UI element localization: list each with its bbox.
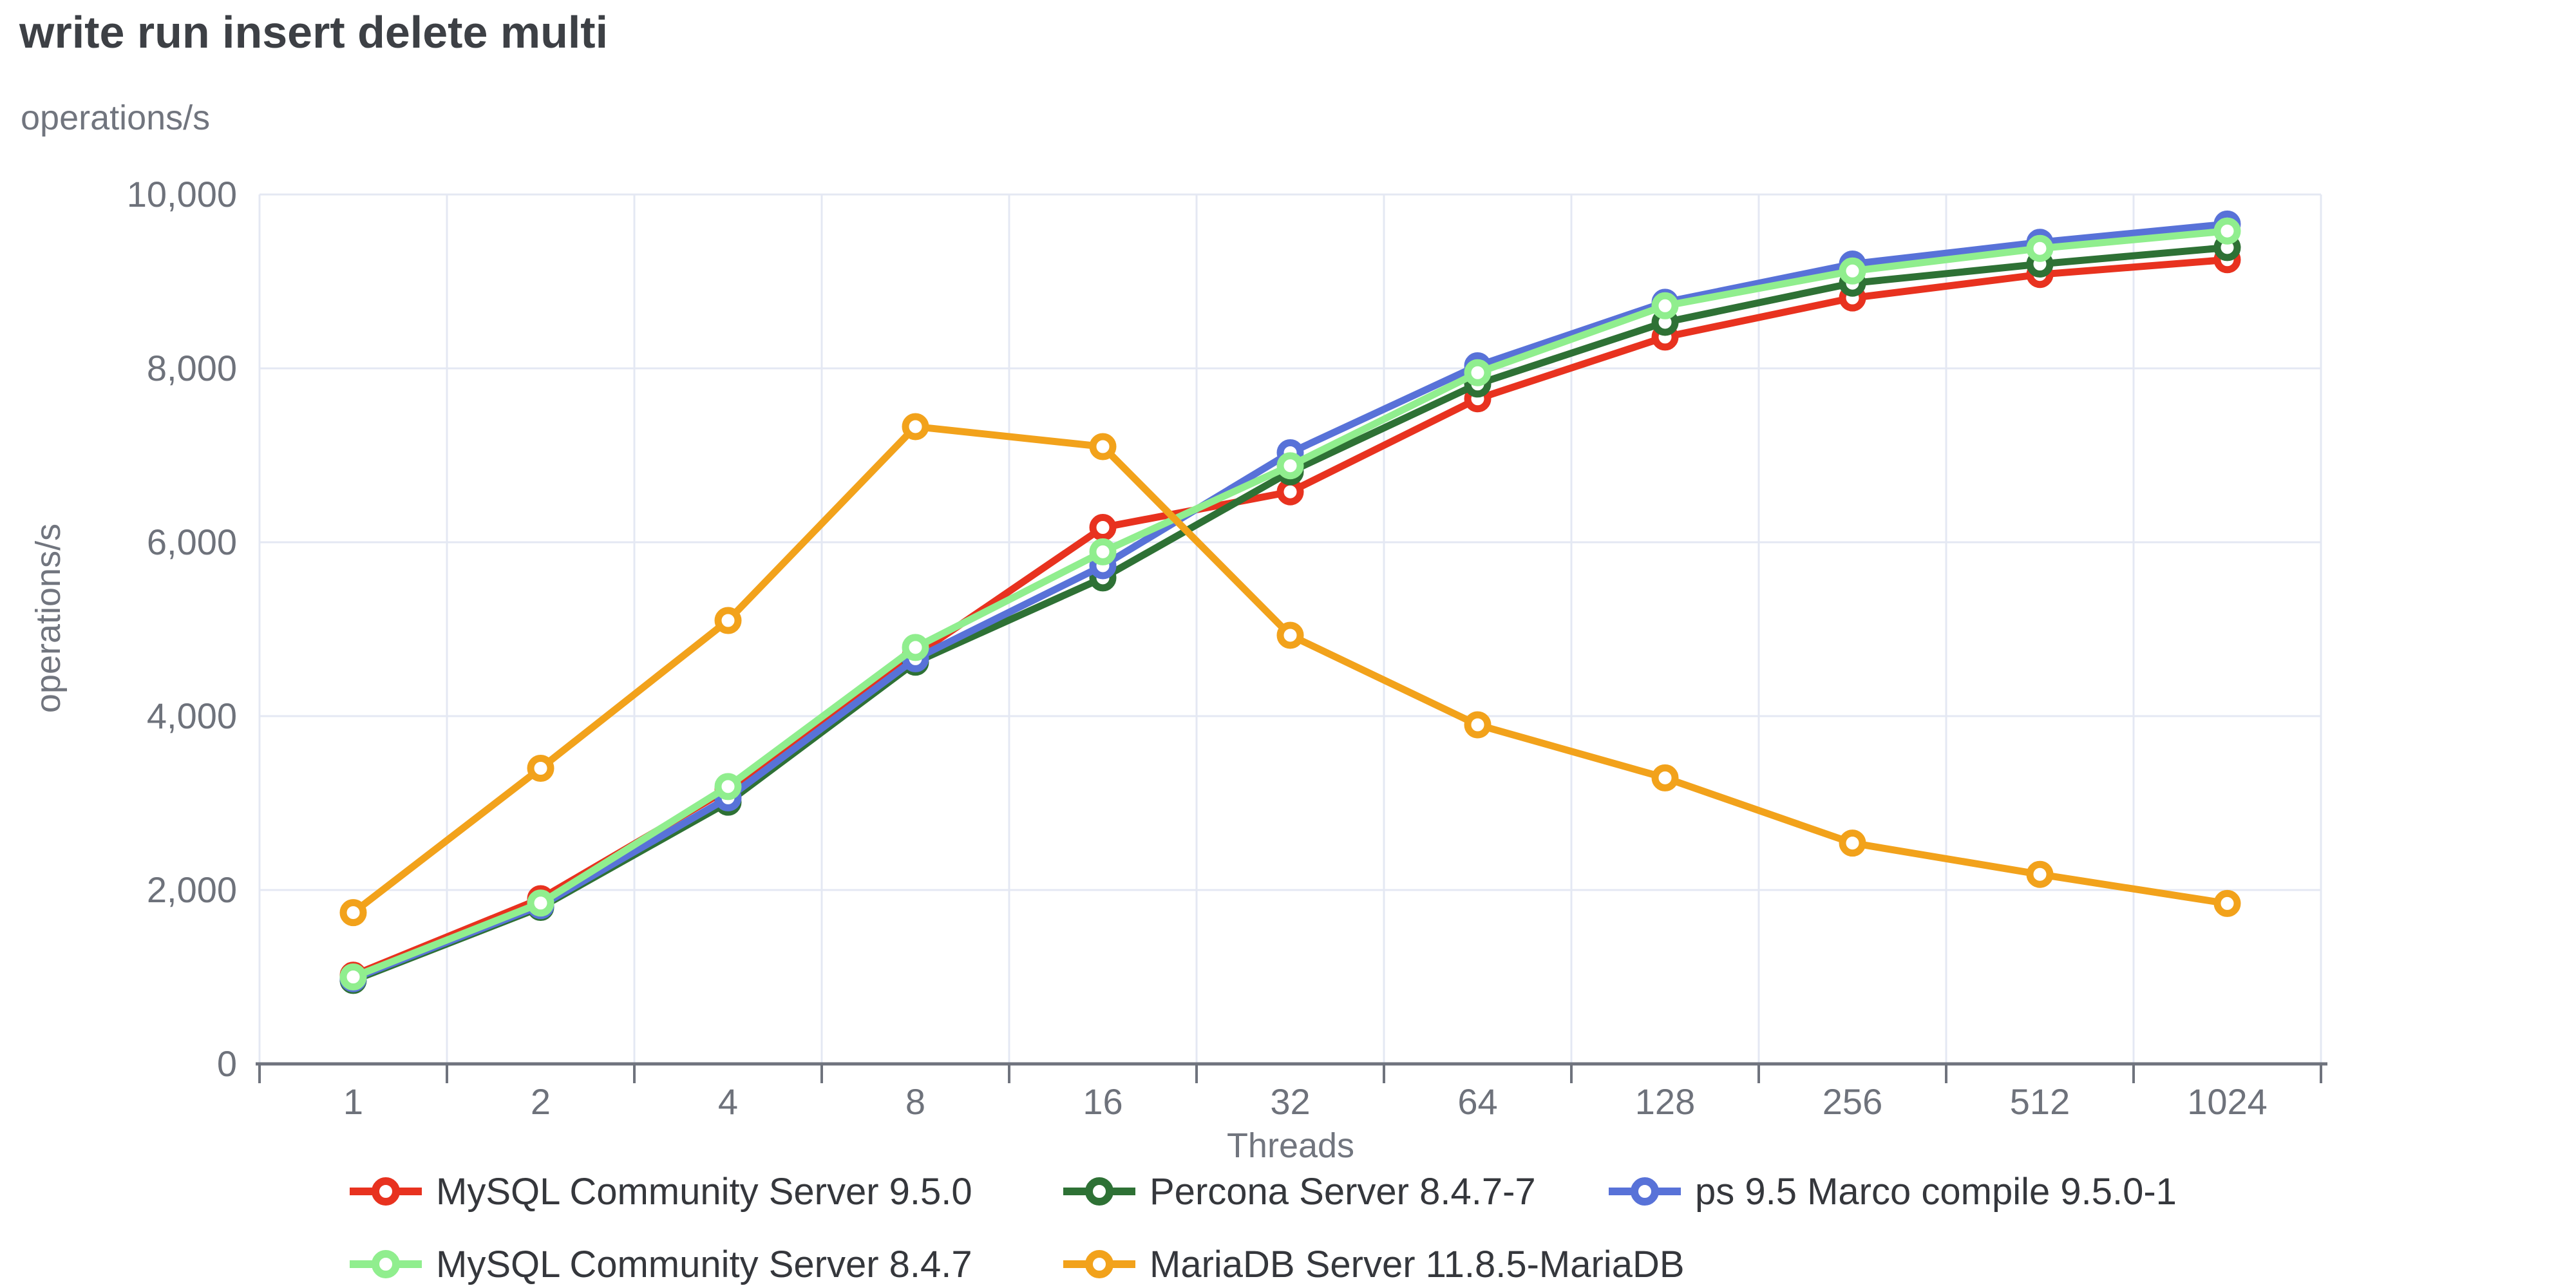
data-point-mariadb-server-11-8-5-mariadb-x4[interactable] xyxy=(714,607,742,634)
y-tick-label: 8,000 xyxy=(147,348,237,388)
data-point-mysql-community-server-8-4-7-x128[interactable] xyxy=(1651,292,1679,319)
data-point-mariadb-server-11-8-5-mariadb-x128[interactable] xyxy=(1651,764,1679,791)
legend-label: Percona Server 8.4.7-7 xyxy=(1150,1170,1536,1213)
data-point-mysql-community-server-8-4-7-x64[interactable] xyxy=(1464,359,1492,386)
y-tick-label: 2,000 xyxy=(147,869,237,910)
x-tick-label: 2 xyxy=(531,1081,551,1122)
data-point-mariadb-server-11-8-5-mariadb-x1024[interactable] xyxy=(2213,889,2241,917)
data-point-mariadb-server-11-8-5-mariadb-x8[interactable] xyxy=(902,413,929,440)
legend-marker-icon xyxy=(350,1177,422,1206)
x-tick-label: 4 xyxy=(718,1081,738,1122)
data-point-mysql-community-server-8-4-7-x8[interactable] xyxy=(902,634,929,661)
legend-label: MySQL Community Server 8.4.7 xyxy=(436,1243,972,1285)
legend-marker-icon xyxy=(350,1250,422,1278)
x-tick-label: 64 xyxy=(1457,1081,1497,1122)
data-point-mysql-community-server-8-4-7-x1[interactable] xyxy=(339,963,367,990)
legend-item-mysql-community-server-9-5-0[interactable]: MySQL Community Server 9.5.0 xyxy=(350,1167,972,1216)
data-point-mysql-community-server-8-4-7-x512[interactable] xyxy=(2026,234,2054,262)
data-point-mysql-community-server-8-4-7-x32[interactable] xyxy=(1276,452,1304,480)
chart-title: write run insert delete multi xyxy=(19,7,609,57)
data-point-mariadb-server-11-8-5-mariadb-x2[interactable] xyxy=(527,755,554,782)
x-tick-label: 256 xyxy=(1823,1081,1882,1122)
legend-label: MySQL Community Server 9.5.0 xyxy=(436,1170,972,1213)
y-axis-unit-label: operations/s xyxy=(21,99,211,137)
data-point-mariadb-server-11-8-5-mariadb-x32[interactable] xyxy=(1276,621,1304,649)
x-tick-label: 128 xyxy=(1635,1081,1695,1122)
y-tick-label: 10,000 xyxy=(127,174,237,214)
series-mysql-community-server-8-4-7[interactable] xyxy=(339,217,2241,990)
legend-marker-icon xyxy=(1063,1177,1135,1206)
y-tick-label: 0 xyxy=(217,1043,237,1084)
data-point-mysql-community-server-8-4-7-x4[interactable] xyxy=(714,773,742,800)
data-point-mysql-community-server-8-4-7-x256[interactable] xyxy=(1839,257,1866,285)
data-point-mysql-community-server-8-4-7-x16[interactable] xyxy=(1089,538,1117,565)
y-tick-label: 4,000 xyxy=(147,696,237,736)
legend-item-ps-9-5-marco-compile-9-5-0-1[interactable]: ps 9.5 Marco compile 9.5.0-1 xyxy=(1609,1167,2177,1216)
data-point-mariadb-server-11-8-5-mariadb-x256[interactable] xyxy=(1839,829,1866,857)
x-tick-label: 1 xyxy=(343,1081,363,1122)
data-point-mysql-community-server-8-4-7-x1024[interactable] xyxy=(2213,217,2241,245)
legend-label: MariaDB Server 11.8.5-MariaDB xyxy=(1150,1243,1685,1285)
legend-item-percona-server-8-4-7-7[interactable]: Percona Server 8.4.7-7 xyxy=(1063,1167,1536,1216)
x-tick-label: 32 xyxy=(1270,1081,1310,1122)
series-ps-9-5-marco-compile-9-5-0-1[interactable] xyxy=(339,210,2241,992)
legend-label: ps 9.5 Marco compile 9.5.0-1 xyxy=(1695,1170,2177,1213)
legend-item-mariadb-server-11-8-5-mariadb[interactable]: MariaDB Server 11.8.5-MariaDB xyxy=(1063,1240,1685,1288)
series-mysql-community-server-9-5-0[interactable] xyxy=(339,246,2241,989)
legend-marker-icon xyxy=(1063,1250,1135,1278)
data-point-mariadb-server-11-8-5-mariadb-x512[interactable] xyxy=(2026,860,2054,888)
x-tick-label: 512 xyxy=(2010,1081,2070,1122)
gridlines xyxy=(258,193,2322,1064)
legend-marker-icon xyxy=(1609,1177,1681,1206)
x-axis xyxy=(256,1062,2327,1083)
x-tick-label: 1024 xyxy=(2187,1081,2268,1122)
legend-item-mysql-community-server-8-4-7[interactable]: MySQL Community Server 8.4.7 xyxy=(350,1240,972,1288)
data-point-mysql-community-server-9-5-0-x16[interactable] xyxy=(1089,514,1117,542)
data-point-mariadb-server-11-8-5-mariadb-x64[interactable] xyxy=(1464,711,1492,739)
data-point-mysql-community-server-8-4-7-x2[interactable] xyxy=(527,889,554,917)
x-tick-label: 16 xyxy=(1083,1081,1122,1122)
y-tick-label: 6,000 xyxy=(147,522,237,562)
x-axis-title: Threads xyxy=(1226,1126,1355,1165)
series-mariadb-server-11-8-5-mariadb[interactable] xyxy=(339,413,2241,927)
x-tick-label: 8 xyxy=(905,1081,925,1122)
data-point-mariadb-server-11-8-5-mariadb-x1[interactable] xyxy=(339,899,367,927)
series-percona-server-8-4-7-7[interactable] xyxy=(339,234,2241,994)
data-point-mariadb-server-11-8-5-mariadb-x16[interactable] xyxy=(1089,433,1117,460)
